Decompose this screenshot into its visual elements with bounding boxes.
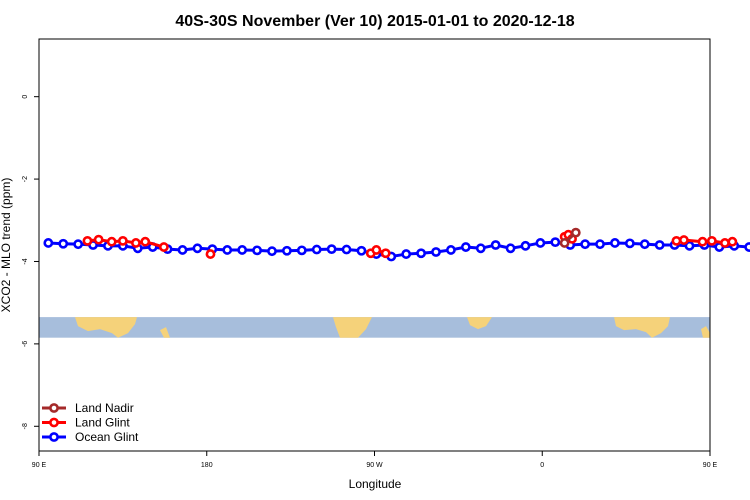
point-ocean-glint	[624, 238, 635, 249]
point-ocean-glint	[192, 243, 203, 254]
legend-swatch-marker	[49, 432, 59, 442]
map-land-1	[160, 327, 170, 338]
point-ocean-glint	[654, 240, 665, 250]
legend-item-land-nadir: Land Nadir	[42, 401, 134, 415]
point-ocean-glint	[520, 240, 531, 251]
point-land-glint	[720, 238, 730, 248]
point-land-glint	[140, 236, 151, 247]
point-ocean-glint	[684, 240, 695, 251]
point-ocean-glint	[475, 243, 486, 254]
x-tick-label: 180	[201, 462, 213, 469]
point-ocean-glint	[43, 238, 54, 248]
point-ocean-glint	[550, 237, 561, 248]
series-land-glint	[82, 229, 738, 259]
point-land-nadir	[570, 227, 581, 238]
legend-swatch-marker	[49, 417, 59, 428]
point-ocean-glint	[73, 239, 84, 250]
point-ocean-glint	[744, 242, 750, 252]
point-ocean-glint	[490, 240, 501, 250]
x-tick-label: 90 E	[32, 462, 47, 469]
y-axis: 0 -2 -4 -6 -8	[22, 95, 39, 429]
point-ocean-glint	[460, 242, 471, 252]
point-ocean-glint	[281, 245, 292, 256]
y-tick-label: 0	[22, 95, 29, 99]
point-ocean-glint	[326, 244, 337, 255]
point-ocean-glint	[252, 245, 262, 256]
point-ocean-glint	[595, 239, 605, 250]
point-ocean-glint	[356, 245, 367, 256]
legend-label: Ocean Glint	[75, 430, 139, 444]
point-ocean-glint	[237, 245, 248, 255]
series-ocean-glint	[43, 237, 750, 262]
point-ocean-glint	[446, 245, 456, 255]
x-tick-label: 90 W	[366, 462, 383, 469]
legend-label: Land Nadir	[75, 401, 134, 415]
y-tick-label: -6	[22, 341, 29, 347]
point-ocean-glint	[431, 247, 441, 257]
point-land-glint	[706, 235, 717, 246]
y-tick-label: -8	[22, 423, 29, 429]
point-ocean-glint	[610, 238, 620, 248]
point-land-glint	[697, 236, 708, 247]
legend-item-land-glint: Land Glint	[42, 416, 130, 430]
y-tick-label: -2	[22, 176, 29, 182]
map-band	[39, 317, 710, 338]
point-ocean-glint	[505, 243, 516, 254]
point-land-glint	[158, 242, 169, 252]
point-land-glint	[117, 235, 128, 246]
point-land-glint	[131, 238, 141, 248]
map-land-2	[333, 317, 372, 338]
point-land-glint	[82, 235, 93, 246]
point-ocean-glint	[580, 239, 591, 250]
point-ocean-glint	[535, 238, 546, 248]
point-ocean-glint	[296, 245, 307, 256]
x-tick-label: 90 E	[703, 462, 718, 469]
point-ocean-glint	[311, 244, 322, 255]
point-land-glint	[371, 245, 382, 255]
point-land-glint	[727, 236, 738, 247]
x-axis-label: Longitude	[349, 477, 402, 491]
point-ocean-glint	[401, 249, 412, 259]
point-ocean-glint	[416, 248, 426, 259]
x-axis: 90 E 180 90 W 0 90 E	[32, 451, 718, 469]
map-land-4	[614, 317, 670, 338]
series-layer	[43, 227, 750, 262]
point-land-glint	[671, 235, 682, 246]
x-tick-label: 0	[540, 462, 544, 469]
point-land-glint	[380, 248, 391, 259]
map-ocean	[39, 317, 710, 338]
legend-item-ocean-glint: Ocean Glint	[42, 430, 139, 444]
point-land-glint	[205, 249, 216, 259]
point-ocean-glint	[177, 245, 188, 255]
point-ocean-glint	[341, 244, 352, 255]
point-land-nadir	[559, 238, 570, 248]
legend-swatch-marker	[49, 403, 59, 413]
point-ocean-glint	[267, 246, 277, 257]
point-ocean-glint	[639, 239, 650, 250]
legend-label: Land Glint	[75, 416, 130, 430]
y-tick-label: -4	[22, 258, 29, 264]
map-land-3	[467, 317, 492, 330]
point-land-glint	[679, 235, 689, 245]
point-ocean-glint	[222, 245, 233, 255]
point-land-glint	[93, 234, 104, 245]
chart-title: 40S-30S November (Ver 10) 2015-01-01 to …	[175, 13, 574, 30]
point-land-glint	[106, 236, 117, 247]
point-ocean-glint	[58, 238, 69, 249]
series-land-nadir	[559, 227, 581, 248]
y-axis-label: XCO2 - MLO trend (ppm)	[0, 178, 13, 313]
map-land-0	[75, 317, 137, 338]
map-land-5	[701, 326, 710, 338]
